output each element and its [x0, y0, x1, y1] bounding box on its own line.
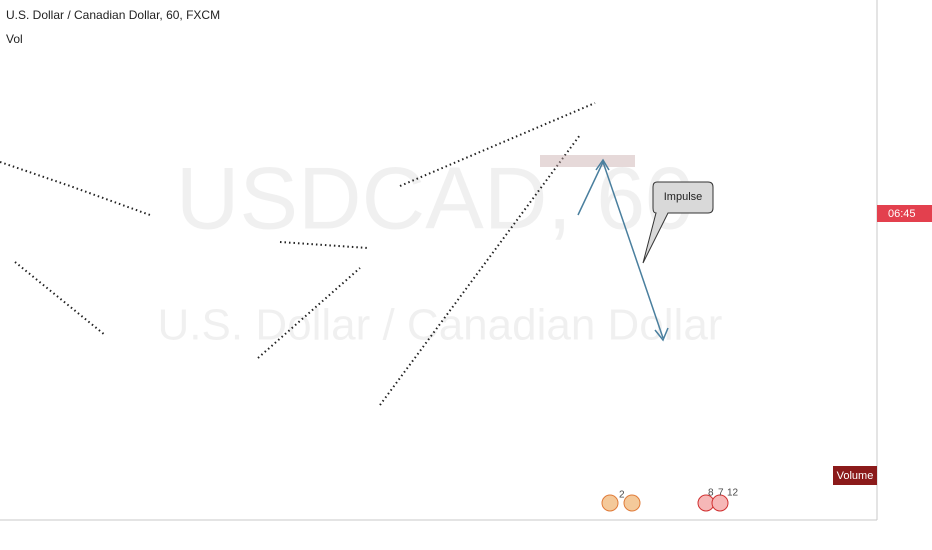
- volume-label: Vol: [6, 32, 23, 46]
- trendline: [379, 134, 581, 406]
- zone: [540, 155, 635, 167]
- arrow-head: [595, 158, 610, 171]
- volume-tag-text: Volume: [837, 470, 874, 482]
- trendline: [257, 267, 361, 359]
- callout: [642, 181, 714, 264]
- event-icon: [623, 494, 641, 512]
- countdown: 06:45: [888, 208, 916, 220]
- trendline: [14, 261, 106, 336]
- event-count: 7: [718, 488, 724, 499]
- trendline: [279, 241, 369, 249]
- event-count: 2: [619, 490, 625, 501]
- event-icon: [711, 494, 729, 512]
- event-count: 12: [727, 488, 739, 499]
- watermark-symbol: USDCAD, 60: [176, 148, 694, 247]
- callout-text: Impulse: [664, 191, 703, 203]
- countdown-tag: [877, 205, 932, 222]
- projection-arrow: [577, 158, 669, 342]
- price-axis: [877, 0, 932, 550]
- trendline: [0, 161, 151, 216]
- event-count: 8: [708, 488, 714, 499]
- trendline: [399, 102, 596, 187]
- event-icon: [601, 494, 619, 512]
- arrow-path: [577, 160, 664, 339]
- trendlines: [0, 102, 596, 406]
- chart-title: U.S. Dollar / Canadian Dollar, 60, FXCM: [6, 8, 220, 22]
- volume-tag: [833, 466, 877, 485]
- arrow-head: [654, 327, 669, 342]
- event-icons: 2 8 7 12: [601, 488, 739, 512]
